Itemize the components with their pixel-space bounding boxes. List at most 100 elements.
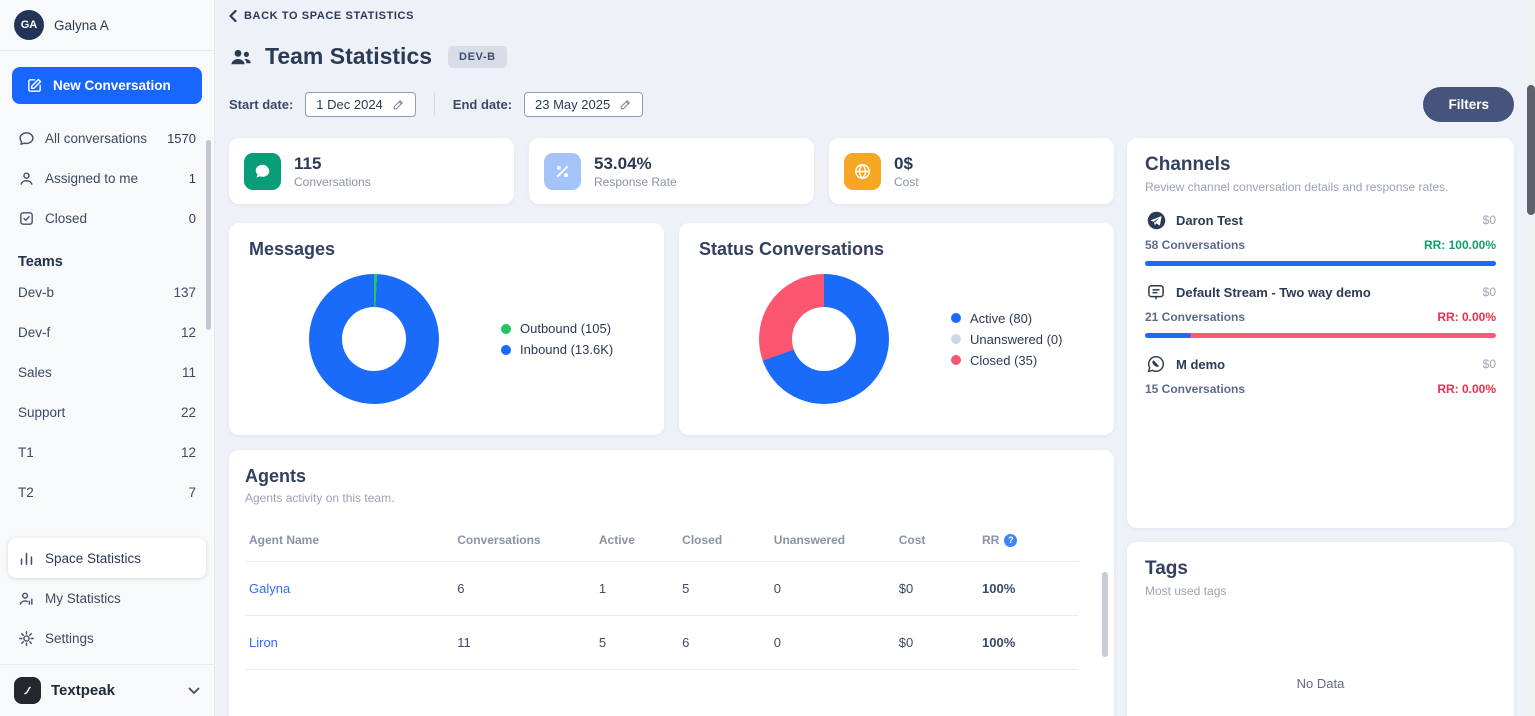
back-to-space-statistics-link[interactable]: BACK TO SPACE STATISTICS <box>229 10 414 22</box>
page-scrollbar[interactable] <box>1527 0 1535 716</box>
user-name: Galyna A <box>54 17 109 33</box>
agents-subtitle: Agents activity on this team. <box>245 491 395 505</box>
workspace-switcher[interactable]: Textpeak <box>0 664 214 716</box>
status-conversations-title: Status Conversations <box>699 239 885 259</box>
agent-name-link[interactable]: Galyna <box>249 581 291 596</box>
channel-name: M demo <box>1176 356 1226 372</box>
divider <box>433 93 435 115</box>
team-count: 137 <box>173 284 196 300</box>
divider <box>0 50 214 51</box>
sidebar: GA Galyna A New Conversation All convers… <box>0 0 215 716</box>
start-date-input[interactable]: 1 Dec 2024 <box>305 91 416 117</box>
agents-table-scrollbar[interactable] <box>1102 572 1108 657</box>
sidebar-scrollbar[interactable] <box>206 140 211 330</box>
tags-no-data: No Data <box>1296 676 1345 691</box>
team-count: 7 <box>188 484 196 500</box>
team-item-t2[interactable]: T2 7 <box>0 472 214 512</box>
team-item-t1[interactable]: T1 12 <box>0 432 214 472</box>
channel-item-daron-test[interactable]: Daron Test $0 58 Conversations RR: 100.0… <box>1145 209 1496 266</box>
channel-conversations: 15 Conversations <box>1145 382 1246 396</box>
pencil-icon[interactable] <box>392 98 405 111</box>
main-content: BACK TO SPACE STATISTICS Team Statistics… <box>215 0 1535 716</box>
sidebar-item-my-statistics[interactable]: My Statistics <box>8 578 206 618</box>
legend-label: Active (80) <box>970 310 1033 326</box>
team-name: Sales <box>18 364 52 380</box>
stat-card-response-rate: 53.04% Response Rate <box>529 138 814 204</box>
team-item-dev-b[interactable]: Dev-b 137 <box>0 272 214 312</box>
column-header-active: Active <box>598 533 635 547</box>
messages-donut-chart <box>309 274 439 404</box>
sidebar-item-label: All conversations <box>45 130 148 146</box>
new-conversation-button[interactable]: New Conversation <box>12 67 202 104</box>
workspace-name: Textpeak <box>51 682 115 699</box>
channel-item-m-demo[interactable]: M demo $0 15 Conversations RR: 0.00% <box>1145 353 1496 396</box>
stat-cards-row: 115 Conversations 53.04% Response Rate <box>229 138 1114 204</box>
info-icon[interactable]: ? <box>1004 533 1018 547</box>
tags-card: Tags Most used tags No Data <box>1127 542 1514 716</box>
channel-cost: $0 <box>1482 357 1496 371</box>
chat-icon <box>18 130 35 147</box>
globe-icon <box>844 152 881 190</box>
status-donut-chart <box>759 274 889 404</box>
legend-dot <box>501 323 511 334</box>
telegram-icon <box>1145 209 1167 231</box>
chevron-left-icon <box>229 10 237 22</box>
chat-stat-icon <box>244 152 281 190</box>
sidebar-item-closed[interactable]: Closed 0 <box>12 198 202 238</box>
end-date-input[interactable]: 23 May 2025 <box>524 91 644 117</box>
workspace-logo-icon <box>14 677 41 704</box>
page-scrollbar-thumb[interactable] <box>1527 85 1535 215</box>
cell-conversations: 11 <box>453 615 595 670</box>
sidebar-item-assigned-to-me[interactable]: Assigned to me 1 <box>12 158 202 198</box>
sidebar-item-label: Settings <box>45 630 94 646</box>
stat-card-conversations: 115 Conversations <box>229 138 514 204</box>
team-item-dev-f[interactable]: Dev-f 12 <box>0 312 214 352</box>
compose-icon <box>26 77 43 94</box>
end-date-value: 23 May 2025 <box>535 96 611 112</box>
sidebar-bottom-nav: Space Statistics My Statistics Settings <box>0 532 214 664</box>
cell-active: 5 <box>594 615 679 670</box>
user-profile[interactable]: GA Galyna A <box>0 0 214 50</box>
channel-item-default-stream[interactable]: Default Stream - Two way demo $0 21 Conv… <box>1145 281 1496 338</box>
stat-value: 53.04% <box>594 154 652 174</box>
legend-dot <box>951 334 961 344</box>
column-header-conversations: Conversations <box>457 533 541 547</box>
team-name: T2 <box>18 484 34 500</box>
team-item-support[interactable]: Support 22 <box>0 392 214 432</box>
legend-label: Unanswered (0) <box>970 331 1063 347</box>
sidebar-item-label: Closed <box>45 210 88 226</box>
table-row: Liron 11 5 6 0 $0 100% <box>245 615 1078 670</box>
chevron-down-icon[interactable] <box>188 687 200 695</box>
stat-value: 115 <box>294 154 322 174</box>
legend-item: Inbound (13.6K) <box>501 342 613 357</box>
legend-dot <box>501 344 511 355</box>
messages-legend: Outbound (105) Inbound (13.6K) <box>501 315 613 363</box>
team-icon <box>229 45 253 69</box>
cell-cost: $0 <box>894 561 979 616</box>
stream-icon <box>1145 281 1167 303</box>
agents-title: Agents <box>245 466 307 486</box>
column-header-unanswered: Unanswered <box>773 533 846 547</box>
sidebar-item-label: Space Statistics <box>45 550 142 566</box>
agent-name-link[interactable]: Liron <box>249 635 278 650</box>
stat-card-cost: 0$ Cost <box>829 138 1114 204</box>
team-name: T1 <box>18 444 34 460</box>
channel-progress-fill <box>1145 261 1496 266</box>
channels-title: Channels <box>1145 154 1231 175</box>
percent-icon <box>544 152 581 190</box>
sidebar-item-all-conversations[interactable]: All conversations 1570 <box>12 118 202 158</box>
team-count: 11 <box>181 364 196 380</box>
start-date-label: Start date: <box>229 96 294 112</box>
channel-rr: RR: 100.00% <box>1423 238 1496 252</box>
team-badge: DEV-B <box>448 45 507 68</box>
team-count: 12 <box>180 324 196 340</box>
sidebar-item-space-statistics[interactable]: Space Statistics <box>8 538 206 578</box>
stat-label: Response Rate <box>594 174 677 189</box>
column-header-cost: Cost <box>898 533 926 547</box>
filters-button[interactable]: Filters <box>1423 86 1514 122</box>
pencil-icon[interactable] <box>619 98 632 111</box>
sidebar-item-settings[interactable]: Settings <box>8 618 206 658</box>
stat-label: Cost <box>894 174 919 189</box>
user-stats-icon <box>18 590 35 607</box>
team-item-sales[interactable]: Sales 11 <box>0 352 214 392</box>
